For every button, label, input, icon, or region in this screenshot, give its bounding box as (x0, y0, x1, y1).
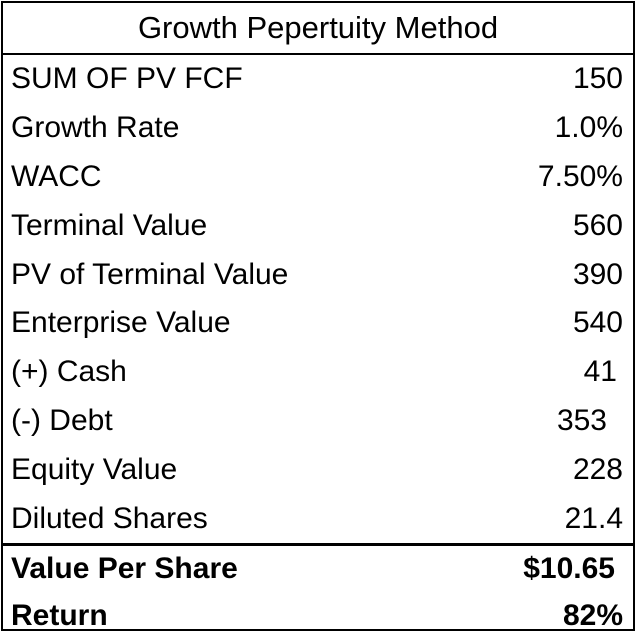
row-label: Value Per Share (11, 551, 238, 585)
row-label: Diluted Shares (11, 501, 208, 535)
row-label: Enterprise Value (11, 306, 231, 340)
table-row-cash: (+) Cash 41 (3, 348, 633, 397)
row-value: $10.65 (523, 551, 615, 585)
table-row-return: Return 82% (3, 592, 633, 641)
table-row-value-per-share: Value Per Share $10.65 (3, 542, 633, 592)
row-value: 560 (572, 208, 623, 242)
row-label: SUM OF PV FCF (11, 62, 243, 96)
row-label: Return (11, 599, 108, 633)
table-row-growth-rate: Growth Rate 1.0% (3, 104, 633, 153)
row-label: Equity Value (11, 452, 178, 486)
table-row-pv-terminal-value: PV of Terminal Value 390 (3, 250, 633, 299)
row-value: 21.4 (564, 501, 623, 535)
row-label: PV of Terminal Value (11, 257, 289, 291)
row-value: 228 (572, 452, 623, 486)
table-row-enterprise-value: Enterprise Value 540 (3, 299, 633, 348)
row-value: 540 (572, 306, 623, 340)
table-row-sum-pv-fcf: SUM OF PV FCF 150 (3, 55, 633, 104)
row-value: 353 (556, 403, 607, 437)
row-label: (-) Debt (11, 403, 113, 437)
table-row-diluted-shares: Diluted Shares 21.4 (3, 494, 633, 543)
table-row-wacc: WACC 7.50% (3, 153, 633, 202)
row-value: 150 (572, 62, 623, 96)
row-label: Terminal Value (11, 208, 208, 242)
row-label: Growth Rate (11, 111, 180, 145)
table-body: SUM OF PV FCF 150 Growth Rate 1.0% WACC … (3, 55, 633, 641)
row-value: 7.50% (537, 159, 623, 193)
row-value: 390 (572, 257, 623, 291)
row-value: 41 (583, 355, 617, 389)
row-label: WACC (11, 159, 102, 193)
table-row-equity-value: Equity Value 228 (3, 445, 633, 494)
row-value: 82% (562, 599, 623, 633)
table-title: Growth Pepertuity Method (3, 3, 633, 55)
table-row-debt: (-) Debt 353 (3, 397, 633, 446)
valuation-table: Growth Pepertuity Method SUM OF PV FCF 1… (1, 1, 635, 632)
row-value: 1.0% (554, 111, 623, 145)
row-label: (+) Cash (11, 355, 127, 389)
table-row-terminal-value: Terminal Value 560 (3, 201, 633, 250)
